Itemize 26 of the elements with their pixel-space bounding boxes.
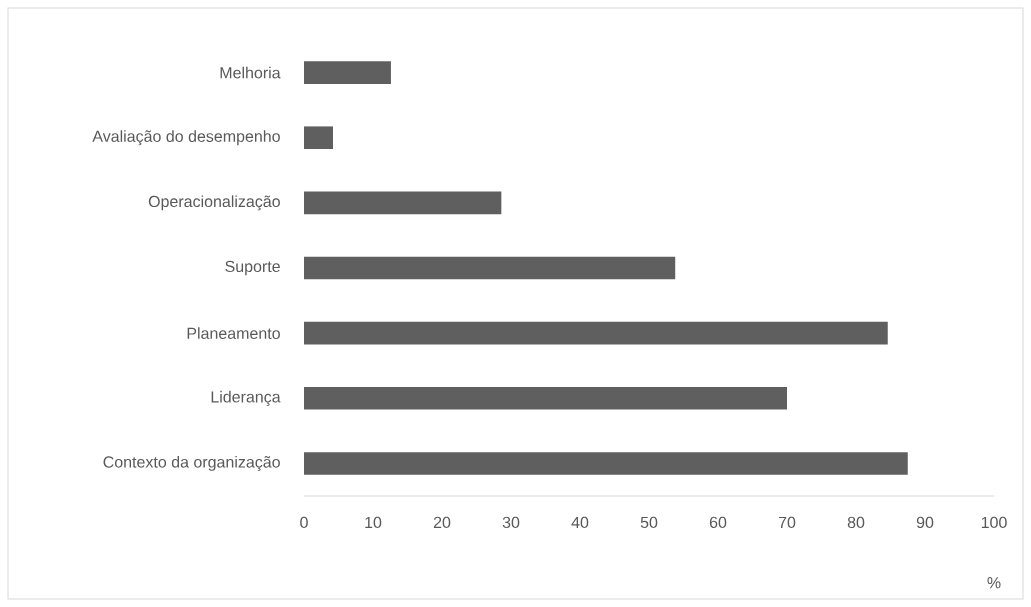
x-tick-label: 50 bbox=[640, 516, 658, 529]
x-tick-label: 20 bbox=[433, 516, 451, 529]
y-tick-label: Suporte bbox=[225, 260, 280, 276]
bar bbox=[304, 126, 333, 150]
x-tick-label: 10 bbox=[365, 516, 382, 529]
y-tick-label: Contexto da organização bbox=[103, 455, 280, 471]
x-tick-label: 60 bbox=[709, 516, 727, 529]
x-axis-title: % bbox=[987, 577, 1001, 589]
bar bbox=[304, 321, 888, 345]
bar bbox=[304, 61, 391, 84]
y-tick-label: Liderança bbox=[211, 390, 281, 406]
y-tick-label: Melhoria bbox=[220, 66, 281, 79]
x-tick-label: 100 bbox=[981, 516, 1007, 529]
y-tick-label: Avaliação do desempenho bbox=[92, 130, 280, 146]
x-tick-label: 80 bbox=[847, 516, 865, 529]
bar bbox=[304, 452, 908, 475]
y-tick-label: Planeamento bbox=[187, 327, 280, 340]
bar bbox=[304, 386, 788, 410]
y-tick-label: Operacionalização bbox=[148, 195, 280, 211]
x-tick-label: 90 bbox=[916, 516, 934, 529]
bar bbox=[304, 191, 502, 215]
bar bbox=[304, 256, 676, 280]
x-tick-label: 0 bbox=[300, 516, 308, 529]
x-tick-label: 30 bbox=[502, 516, 520, 529]
x-tick-label: 70 bbox=[778, 516, 796, 529]
x-tick-label: 40 bbox=[571, 516, 589, 529]
